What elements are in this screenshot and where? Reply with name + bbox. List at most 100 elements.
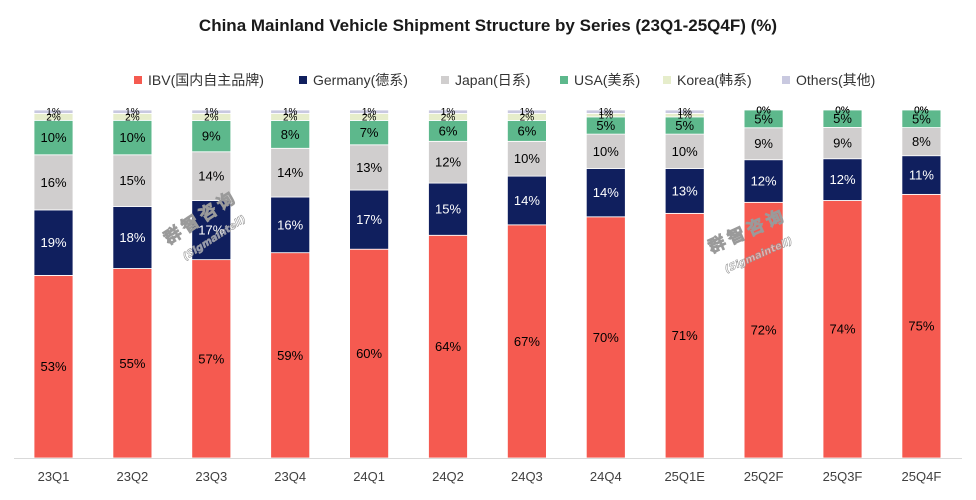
data-label-usa-23q2: 10% — [119, 130, 145, 145]
data-label-others-24q2: 1% — [441, 107, 456, 118]
data-label-others-24q3: 1% — [520, 107, 535, 118]
bar-segment-ibv-25q1e — [664, 212, 705, 459]
legend-marker-korea — [663, 76, 671, 84]
bar-segment-japan-25q4f — [901, 127, 942, 157]
legend-item-korea: Korea(韩系) — [663, 71, 752, 89]
data-label-japan-23q1: 16% — [40, 175, 66, 190]
x-tick-label-23q2: 23Q2 — [116, 469, 148, 484]
data-label-germany-25q1e: 13% — [672, 183, 698, 198]
data-label-usa-25q1e: 5% — [675, 118, 694, 133]
bar-segment-others-24q1 — [349, 109, 390, 114]
data-label-korea-24q2: 2% — [441, 112, 456, 123]
data-label-japan-23q2: 15% — [119, 173, 145, 188]
legend-label-others: Others(其他) — [796, 72, 876, 88]
bar-segment-ibv-23q1 — [33, 274, 74, 459]
data-label-japan-24q3: 10% — [514, 151, 540, 166]
x-tick-label-24q4: 24Q4 — [590, 469, 622, 484]
data-label-korea-23q3: 2% — [204, 112, 219, 123]
data-label-germany-23q1: 19% — [40, 235, 66, 250]
data-label-korea-24q1: 2% — [362, 112, 377, 123]
bar-segment-japan-25q2f — [743, 127, 784, 161]
legend-marker-usa — [560, 76, 568, 84]
data-label-japan-23q4: 14% — [277, 165, 303, 180]
data-label-korea-24q4: 1% — [599, 111, 614, 122]
bar-segment-usa-23q4 — [270, 120, 311, 149]
data-label-usa-25q4f: 5% — [912, 111, 931, 126]
data-label-japan-25q2f: 9% — [754, 136, 773, 151]
bar-segment-germany-23q3 — [191, 200, 232, 261]
data-label-ibv-23q1: 53% — [40, 359, 66, 374]
data-label-ibv-23q2: 55% — [119, 356, 145, 371]
data-label-korea-25q4f: 0% — [914, 106, 929, 117]
data-label-others-24q1: 1% — [362, 107, 377, 118]
legend-item-ibv: IBV(国内自主品牌) — [134, 71, 264, 89]
data-label-germany-24q2: 15% — [435, 202, 461, 217]
data-label-usa-24q2: 6% — [439, 123, 458, 138]
data-label-others-25q3f: 0% — [835, 106, 850, 117]
data-label-korea-25q2f: 0% — [756, 106, 771, 117]
x-tick-label-25q3f: 25Q3F — [823, 469, 863, 484]
bar-segment-usa-25q4f — [901, 109, 942, 128]
data-label-japan-24q2: 12% — [435, 155, 461, 170]
data-label-germany-25q2f: 12% — [751, 174, 777, 189]
data-label-korea-23q4: 2% — [283, 112, 298, 123]
bar-segment-germany-24q1 — [349, 189, 390, 250]
bar-segment-others-24q3 — [506, 109, 547, 114]
x-tick-label-25q4f: 25Q4F — [902, 469, 942, 484]
bar-segment-ibv-24q3 — [506, 224, 547, 459]
data-label-germany-25q4f: 11% — [909, 168, 934, 183]
data-label-ibv-25q3f: 74% — [829, 322, 855, 337]
chart-title: China Mainland Vehicle Shipment Structur… — [198, 16, 778, 35]
bar-segment-japan-25q3f — [822, 127, 863, 160]
legend-label-ibv: IBV(国内自主品牌) — [148, 72, 264, 88]
data-label-korea-23q2: 2% — [125, 112, 140, 123]
x-axis-tick-labels: 23Q1 23Q2 23Q3 23Q4 24Q1 24Q2 24Q3 24Q4 25Q1E 25Q… — [38, 469, 942, 484]
bar-segment-others-23q1 — [33, 109, 74, 114]
data-label-korea-24q3: 2% — [520, 112, 535, 123]
data-label-usa-24q1: 7% — [360, 125, 379, 140]
bar-segment-usa-23q2 — [112, 119, 153, 156]
legend-item-others: Others(其他) — [782, 71, 875, 89]
data-label-others-25q2f: 0% — [756, 106, 771, 117]
data-label-usa-25q2f: 5% — [754, 111, 773, 126]
bar-segment-ibv-24q2 — [428, 234, 468, 459]
x-tick-label-23q3: 23Q3 — [195, 469, 227, 484]
legend-marker-germany — [299, 76, 307, 84]
data-label-ibv-24q1: 60% — [356, 346, 382, 361]
data-label-germany-24q1: 17% — [356, 212, 382, 227]
legend-label-germany: Germany(德系) — [313, 72, 408, 88]
bar-segment-japan-23q2 — [112, 154, 153, 207]
legend-marker-ibv — [134, 76, 142, 84]
data-label-japan-25q4f: 8% — [912, 134, 931, 149]
legend-item-usa: USA(美系) — [560, 71, 640, 89]
data-label-ibv-24q4: 70% — [593, 330, 619, 345]
data-label-korea-25q1e: 1% — [677, 111, 692, 122]
legend-marker-japan — [441, 76, 449, 84]
legend-item-japan: Japan(日系) — [441, 71, 530, 89]
data-label-usa-23q3: 9% — [202, 129, 221, 144]
data-label-japan-25q1e: 10% — [672, 144, 698, 159]
data-label-others-23q4: 1% — [283, 107, 298, 118]
bar-segment-germany-25q2f — [743, 159, 784, 203]
bar-segment-ibv-23q4 — [270, 252, 311, 459]
bar-segment-germany-25q4f — [901, 155, 942, 195]
bar-segment-others-23q4 — [270, 109, 311, 114]
bar-segment-usa-24q1 — [349, 120, 390, 146]
data-label-germany-25q3f: 12% — [829, 172, 855, 187]
data-label-japan-23q3: 14% — [198, 169, 224, 184]
x-tick-label-23q1: 23Q1 — [38, 469, 70, 484]
bar-segment-ibv-25q3f — [822, 200, 863, 459]
data-label-japan-24q4: 10% — [593, 144, 619, 159]
data-label-others-25q4f: 0% — [914, 106, 929, 117]
bar-segment-germany-24q2 — [428, 182, 468, 236]
data-label-usa-24q4: 5% — [596, 118, 615, 133]
data-label-others-24q4: 1% — [599, 107, 614, 118]
x-tick-label-23q4: 23Q4 — [274, 469, 306, 484]
x-tick-label-24q2: 24Q2 — [432, 469, 464, 484]
data-labels: 53%19%16%10%2%1%55%18%15%10%2%1%57%17%14… — [40, 106, 934, 375]
data-label-ibv-23q4: 59% — [277, 348, 303, 363]
x-tick-label-25q2f: 25Q2F — [744, 469, 784, 484]
data-label-germany-23q3: 17% — [198, 223, 224, 238]
